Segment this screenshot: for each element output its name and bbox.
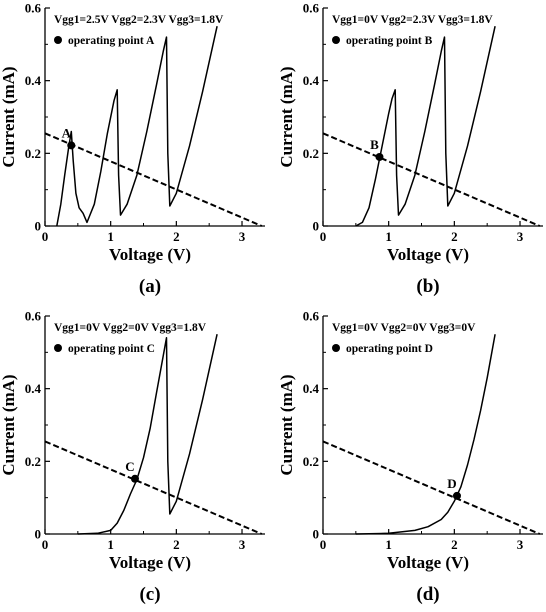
bias-annotation: Vgg1=2.5V Vgg2=2.3V Vgg3=1.8V bbox=[54, 14, 224, 26]
y-tick-label: 0.6 bbox=[303, 309, 320, 324]
y-tick-label: 0.6 bbox=[25, 1, 42, 16]
x-tick-label: 2 bbox=[451, 537, 458, 552]
operating-point-label: A bbox=[62, 125, 72, 140]
y-tick-label: 0.4 bbox=[303, 381, 320, 396]
x-axis-label: Voltage (V) bbox=[109, 245, 191, 264]
y-axis-label: Current (mA) bbox=[0, 374, 18, 475]
x-tick-label: 3 bbox=[239, 537, 246, 552]
y-tick-label: 0.6 bbox=[303, 1, 320, 16]
y-tick-label: 0.2 bbox=[25, 454, 41, 469]
operating-point-label: C bbox=[125, 459, 134, 474]
x-axis-label: Voltage (V) bbox=[387, 553, 469, 572]
x-tick-label: 3 bbox=[239, 229, 246, 244]
y-tick-label: 0 bbox=[35, 219, 42, 234]
y-tick-label: 0.4 bbox=[25, 381, 42, 396]
y-tick-label: 0.6 bbox=[25, 309, 42, 324]
panel-caption: (a) bbox=[139, 276, 161, 297]
operating-point-label: D bbox=[447, 476, 456, 491]
bias-annotation: Vgg1=0V Vgg2=0V Vgg3=1.8V bbox=[54, 322, 207, 334]
chart-panel: 0 1 2 3 0 0.2 0.4 0.6 Voltage (V) Current (mA) (c)… bbox=[0, 309, 265, 605]
chart-panel: 0 1 2 3 0 0.2 0.4 0.6 Voltage (V) Current (mA) (d)… bbox=[277, 309, 543, 605]
iv-curve bbox=[77, 334, 218, 535]
operating-point-label: B bbox=[370, 137, 379, 152]
y-tick-label: 0.4 bbox=[25, 73, 42, 88]
y-tick-label: 0.2 bbox=[303, 146, 319, 161]
x-tick-label: 0 bbox=[320, 229, 327, 244]
bias-annotation: Vgg1=0V Vgg2=0V Vgg3=0V bbox=[332, 322, 476, 334]
y-tick-label: 0.4 bbox=[303, 73, 320, 88]
y-axis-label: Current (mA) bbox=[277, 374, 296, 475]
x-tick-label: 0 bbox=[320, 537, 327, 552]
legend-marker bbox=[332, 344, 340, 352]
load-line bbox=[44, 132, 263, 227]
iv-curve bbox=[355, 334, 496, 535]
y-tick-label: 0.2 bbox=[25, 146, 41, 161]
legend-text: operating point D bbox=[346, 343, 433, 355]
x-tick-label: 2 bbox=[451, 229, 458, 244]
chart-panel: 0 1 2 3 0 0.2 0.4 0.6 Voltage (V) Current (mA) (a)… bbox=[0, 1, 265, 297]
x-tick-label: 1 bbox=[107, 229, 114, 244]
x-tick-label: 1 bbox=[107, 537, 114, 552]
legend-text: operating point C bbox=[68, 343, 155, 355]
iv-curve bbox=[56, 26, 218, 227]
x-tick-label: 1 bbox=[385, 537, 392, 552]
y-axis-label: Current (mA) bbox=[0, 66, 18, 167]
legend-marker bbox=[54, 344, 62, 352]
chart-panel: 0 1 2 3 0 0.2 0.4 0.6 Voltage (V) Current (mA) (b)… bbox=[277, 1, 543, 297]
x-axis-label: Voltage (V) bbox=[109, 553, 191, 572]
iv-curve bbox=[355, 26, 496, 227]
y-axis-label: Current (mA) bbox=[277, 66, 296, 167]
x-tick-label: 0 bbox=[42, 537, 49, 552]
panel-caption: (b) bbox=[416, 276, 439, 297]
load-line bbox=[322, 132, 541, 227]
panel-caption: (d) bbox=[416, 584, 439, 605]
x-tick-label: 3 bbox=[517, 537, 524, 552]
legend-text: operating point B bbox=[346, 35, 433, 47]
x-tick-label: 1 bbox=[385, 229, 392, 244]
y-tick-label: 0 bbox=[35, 527, 42, 542]
load-line bbox=[322, 440, 541, 535]
y-tick-label: 0.2 bbox=[303, 454, 319, 469]
legend-marker bbox=[54, 36, 62, 44]
panel-caption: (c) bbox=[139, 584, 160, 605]
load-line bbox=[44, 440, 263, 535]
operating-point-marker bbox=[67, 141, 76, 150]
x-tick-label: 0 bbox=[42, 229, 49, 244]
x-tick-label: 2 bbox=[173, 229, 180, 244]
y-tick-label: 0 bbox=[313, 527, 320, 542]
operating-point-marker bbox=[130, 474, 139, 483]
x-tick-label: 2 bbox=[173, 537, 180, 552]
x-tick-label: 3 bbox=[517, 229, 524, 244]
y-tick-label: 0 bbox=[313, 219, 320, 234]
legend-marker bbox=[332, 36, 340, 44]
bias-annotation: Vgg1=0V Vgg2=2.3V Vgg3=1.8V bbox=[332, 14, 493, 26]
operating-point-marker bbox=[375, 152, 384, 161]
operating-point-marker bbox=[452, 491, 461, 500]
legend-text: operating point A bbox=[68, 35, 155, 47]
x-axis-label: Voltage (V) bbox=[387, 245, 469, 264]
